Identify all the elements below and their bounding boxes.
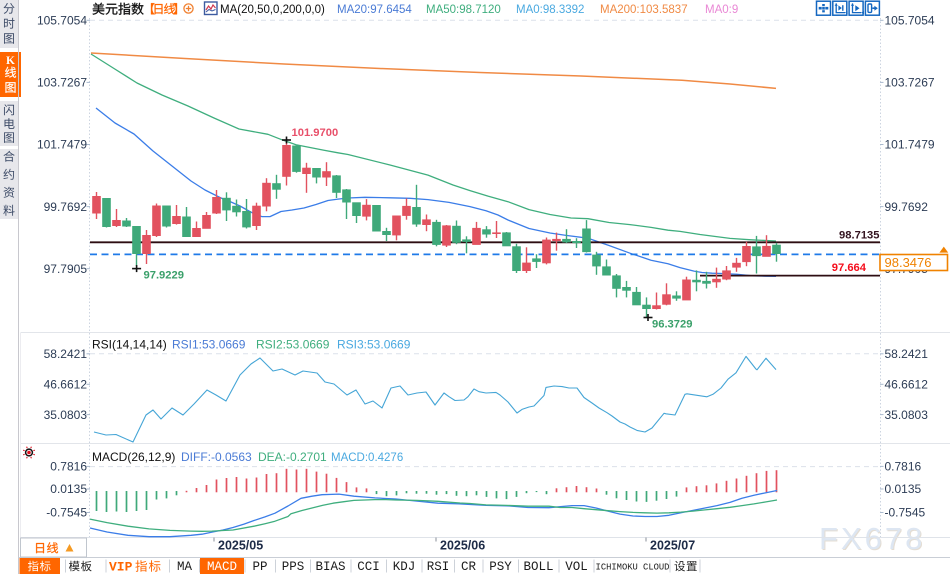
svg-text:MA50:98.7120: MA50:98.7120 <box>426 4 501 16</box>
svg-text:58.2421: 58.2421 <box>44 347 88 361</box>
svg-text:VIP: VIP <box>109 560 133 574</box>
svg-text:RSI3:53.0669: RSI3:53.0669 <box>337 338 411 352</box>
svg-text:97.9229: 97.9229 <box>144 270 184 282</box>
svg-text:2025/07: 2025/07 <box>650 539 695 553</box>
svg-text:-0.7545: -0.7545 <box>46 506 87 520</box>
svg-text:101.7479: 101.7479 <box>885 138 935 152</box>
svg-text:MACD:0.4276: MACD:0.4276 <box>331 452 403 464</box>
svg-text:PP: PP <box>252 560 267 574</box>
svg-text:0.7816: 0.7816 <box>50 460 87 474</box>
svg-text:101.7479: 101.7479 <box>37 138 87 152</box>
svg-text:DIFF:-0.0563: DIFF:-0.0563 <box>181 450 252 464</box>
svg-text:BOLL: BOLL <box>523 560 553 574</box>
svg-text:RSI2:53.0669: RSI2:53.0669 <box>256 338 330 352</box>
svg-text:KDJ: KDJ <box>393 560 416 574</box>
svg-text:2025/06: 2025/06 <box>440 539 485 553</box>
svg-text:101.9700: 101.9700 <box>292 127 339 139</box>
svg-text:0.0135: 0.0135 <box>50 482 87 496</box>
svg-text:58.2421: 58.2421 <box>885 347 929 361</box>
svg-text:MA0:9: MA0:9 <box>705 4 738 16</box>
svg-text:RSI1:53.0669: RSI1:53.0669 <box>172 338 246 352</box>
svg-text:99.7692: 99.7692 <box>885 200 929 214</box>
svg-text:103.7267: 103.7267 <box>885 76 935 90</box>
svg-text:105.7054: 105.7054 <box>37 14 87 28</box>
svg-text:35.0803: 35.0803 <box>44 408 88 422</box>
svg-text:DEA:-0.2701: DEA:-0.2701 <box>258 450 327 464</box>
svg-text:0.0135: 0.0135 <box>885 482 922 496</box>
svg-text:FX678: FX678 <box>819 521 925 556</box>
svg-text:PPS: PPS <box>282 560 305 574</box>
svg-text:PSY: PSY <box>489 560 512 574</box>
svg-text:105.7054: 105.7054 <box>885 14 935 28</box>
svg-text:0.7816: 0.7816 <box>885 460 922 474</box>
svg-text:FX678: FX678 <box>820 522 926 557</box>
svg-text:MACD(26,12,9): MACD(26,12,9) <box>92 450 175 464</box>
svg-text:RSI: RSI <box>427 560 450 574</box>
svg-text:MA200:103.5837: MA200:103.5837 <box>600 4 688 16</box>
svg-text:35.0803: 35.0803 <box>885 408 929 422</box>
svg-text:46.6612: 46.6612 <box>885 378 929 392</box>
svg-text:96.3729: 96.3729 <box>652 319 692 331</box>
svg-text:ICHIMOKU CLOUD: ICHIMOKU CLOUD <box>596 563 670 573</box>
svg-text:46.6612: 46.6612 <box>44 378 88 392</box>
svg-text:97.7905: 97.7905 <box>44 262 88 276</box>
svg-text:MA0:98.3392: MA0:98.3392 <box>516 4 584 16</box>
svg-text:RSI(14,14,14): RSI(14,14,14) <box>92 338 167 352</box>
svg-text:MA: MA <box>177 560 193 574</box>
svg-text:K: K <box>6 55 15 67</box>
svg-text:98.7135: 98.7135 <box>839 230 879 242</box>
svg-text:BIAS: BIAS <box>315 560 345 574</box>
svg-text:99.7692: 99.7692 <box>44 200 88 214</box>
svg-text:97.664: 97.664 <box>832 262 867 274</box>
svg-text:CR: CR <box>461 560 477 574</box>
svg-text:103.7267: 103.7267 <box>37 76 87 90</box>
svg-text:VOL: VOL <box>565 560 588 574</box>
svg-text:MA(20,50,0,200,0,0): MA(20,50,0,200,0,0) <box>220 4 325 16</box>
svg-text:MA20:97.6454: MA20:97.6454 <box>337 4 412 16</box>
svg-text:2025/05: 2025/05 <box>218 539 263 553</box>
svg-text:MACD: MACD <box>207 560 237 574</box>
svg-text:98.3476: 98.3476 <box>885 255 932 270</box>
svg-text:CCI: CCI <box>357 560 380 574</box>
svg-text:-0.7545: -0.7545 <box>885 506 926 520</box>
